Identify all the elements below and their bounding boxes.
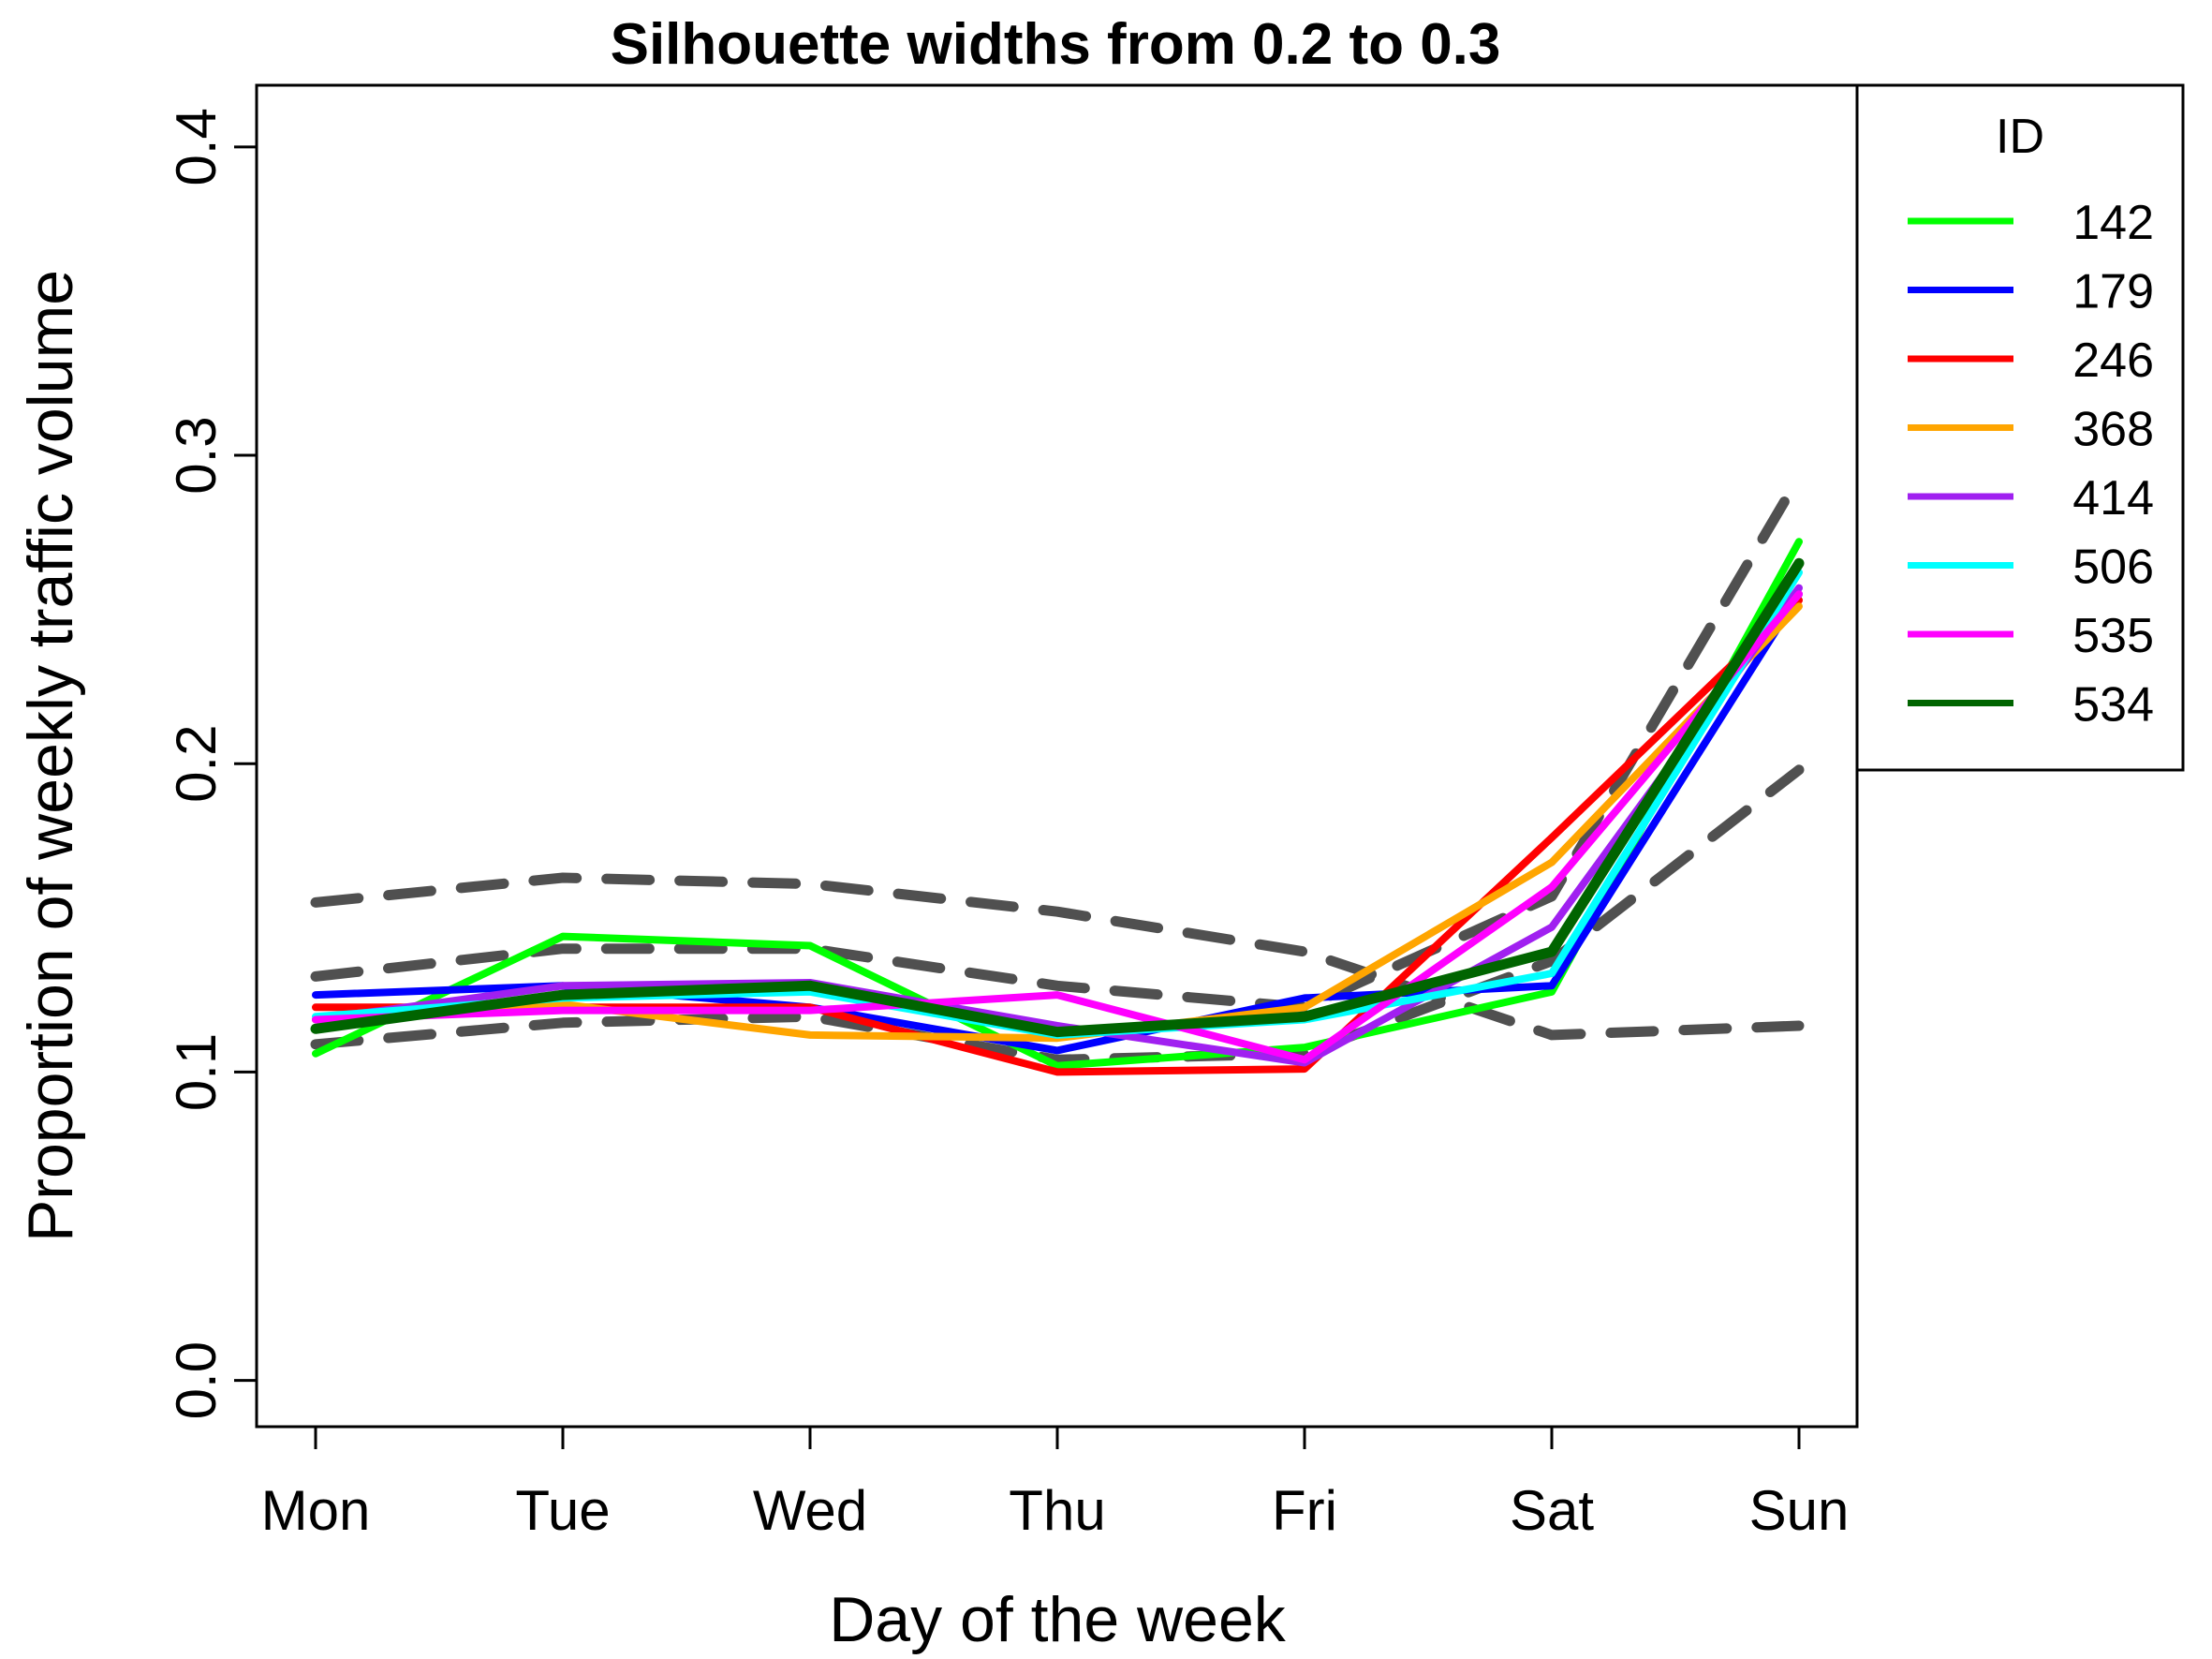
y-tick-label: 0.3 [165,416,228,494]
legend-items: 142 179 246 368 414 506 535 534 [1908,196,2154,733]
x-axis-label: Day of the week [829,1584,1287,1655]
y-axis-label: Proportion of weekly traffic volume [15,270,86,1242]
series-line-506 [312,569,1803,1039]
y-tick-label: 0.0 [165,1341,228,1419]
legend-label-142: 142 [2072,196,2154,250]
series-line-414 [312,584,1803,1067]
series-line-535 [312,590,1803,1064]
x-tick-label: Mon [261,1479,371,1542]
legend-label-534: 534 [2072,678,2154,733]
x-tick-label: Fri [1272,1479,1337,1542]
x-axis: Mon Tue Wed Thu Fri Sat Sun [261,1425,1850,1542]
series-line-142 [312,538,1803,1070]
y-tick-label: 0.1 [165,1033,228,1111]
x-tick-label: Tue [515,1479,610,1542]
reference-line [310,471,1805,1013]
reference-line [310,764,1805,1065]
y-axis: 0.0 0.1 0.2 0.3 0.4 [165,108,258,1419]
chart-title: Silhouette widths from 0.2 to 0.3 [611,12,1501,77]
x-tick-label: Sun [1749,1479,1850,1542]
legend: ID 142 179 246 368 414 506 535 534 [1855,83,2185,772]
legend-label-179: 179 [2072,265,2154,319]
plot-frame [255,83,1859,1429]
y-tick-label: 0.4 [165,108,228,185]
series-line-368 [312,602,1803,1043]
legend-label-506: 506 [2072,541,2154,595]
y-tick-label: 0.2 [165,725,228,803]
legend-label-414: 414 [2072,471,2154,526]
x-tick-label: Thu [1009,1479,1105,1542]
x-tick-label: Sat [1510,1479,1594,1542]
series-lines [310,538,1805,1076]
x-tick-label: Wed [753,1479,867,1542]
legend-label-246: 246 [2072,333,2154,388]
legend-label-368: 368 [2072,403,2154,457]
reference-line [310,872,1805,1041]
series-line-534 [310,557,1805,1038]
legend-title: ID [1996,110,2044,164]
legend-label-535: 535 [2072,609,2154,663]
reference-lines [310,471,1805,1065]
